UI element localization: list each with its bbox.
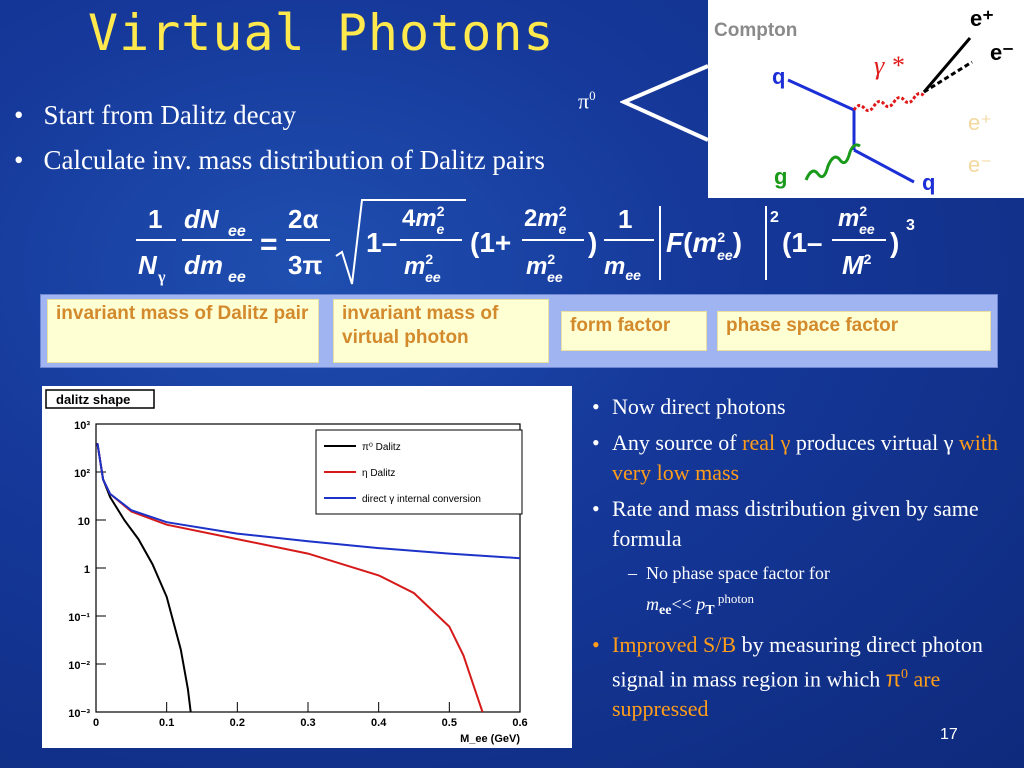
y-tick-label: 10⁻¹ [68, 612, 90, 624]
plot-title: dalitz shape [56, 392, 130, 407]
intro-bullets: Start from Dalitz decay Calculate inv. m… [14, 100, 545, 190]
form-factor-term: F(m2 ee) [666, 227, 742, 263]
positron-line [923, 60, 973, 94]
x-tick-label: 0.1 [159, 717, 174, 729]
x-tick-label: 0.6 [512, 717, 527, 729]
lhs-den: N [138, 250, 158, 280]
y-tick-label: 10⁻³ [68, 708, 90, 720]
x-tick-label: 0.4 [371, 717, 387, 729]
faded-e-minus-label: e⁻ [968, 152, 992, 177]
right-bullet: • Improved S/B by measuring direct photon… [592, 632, 983, 722]
virtual-photon-line [852, 91, 926, 113]
series-line [96, 442, 521, 560]
formula-term: 1– [366, 227, 397, 258]
lhs-den-sub: γ [157, 269, 166, 286]
formula-term: (1+ [470, 227, 511, 258]
y-tick-label: 10² [74, 468, 90, 480]
formula-term: m2 ee [526, 251, 563, 285]
x-axis-label: M_ee (GeV) [460, 733, 520, 745]
right-text: • Now direct photons • Any source of real … [592, 392, 1012, 730]
gluon-label: g [774, 164, 787, 189]
e-minus-label: e⁻ [990, 40, 1014, 65]
y-tick-label: 10³ [74, 420, 90, 432]
d-den-sub: ee [228, 269, 246, 286]
plot-title-box [45, 389, 155, 409]
feynman-diagram: Compton q g q γ * e⁺ e⁻ e⁺ e⁻ [708, 0, 1024, 198]
right-bullet: • Now direct photons [592, 394, 786, 419]
c-den: 3π [288, 250, 322, 280]
x-tick-label: 0.2 [230, 717, 245, 729]
pi0-label: π0 [578, 88, 596, 114]
d-num: dN [184, 204, 220, 234]
page-title: Virtual Photons [88, 4, 555, 62]
bullet-item: Calculate inv. mass distribution of Dali… [14, 145, 544, 176]
x-tick-label: 0 [93, 717, 99, 729]
y-tick-label: 10⁻² [68, 660, 90, 672]
annotation-dalitz-pair: invariant mass of Dalitz pair [47, 299, 319, 363]
formula-term: 3 [906, 217, 915, 234]
c-num: 2α [288, 204, 318, 234]
faded-e-plus-label: e⁺ [968, 110, 992, 135]
formula-term: 1 [618, 204, 632, 234]
electron-line [922, 37, 972, 93]
formula-term: m2 ee [838, 203, 875, 237]
annotation-bar: invariant mass of Dalitz pair invariant … [40, 294, 998, 368]
right-bullet: • Rate and mass distribution given by sam… [592, 496, 979, 551]
compton-label: Compton [714, 20, 797, 41]
dalitz-formula: 1 N γ dN ee dm ee = 2α 3π 1– 4m2 e m2 ee (… [136, 199, 915, 286]
formula-term: ) [890, 227, 899, 258]
formula-term: (1– [782, 227, 822, 258]
formula-term: m2 ee [404, 251, 441, 285]
right-bullet: • Any source of real γ produces virtual γ… [592, 430, 999, 485]
lhs-num: 1 [148, 204, 162, 234]
x-tick-label: 0.5 [442, 717, 457, 729]
y-tick-label: 1 [84, 564, 90, 576]
annotation-form-factor: form factor [561, 311, 707, 351]
annotation-virtual-photon: invariant mass of virtual photon [333, 299, 549, 363]
formula-term: M2 [842, 250, 872, 280]
gluon-line [804, 143, 861, 181]
sqrt-sign [335, 199, 466, 285]
legend-label: π⁰ Dalitz [362, 442, 401, 453]
e-plus-label: e⁺ [970, 6, 994, 31]
pi0-decay-lines [620, 64, 709, 142]
quark-in-label: q [772, 64, 785, 89]
quark-out-label: q [922, 170, 935, 195]
formula-term: 2 [770, 209, 779, 226]
dalitz-shape-plot: dalitz shape 10³ 10² 10 1 10⁻¹ 10⁻² 10⁻³ 0 0.1 0.2… [42, 386, 572, 748]
y-tick-label: 10 [78, 516, 90, 528]
dalitz-chart-svg: dalitz shape 10³ 10² 10 1 10⁻¹ 10⁻² 10⁻³0 0.1 0.2… [45, 389, 528, 745]
d-den: dm [184, 250, 223, 280]
equals-sign: = [260, 228, 278, 261]
quark-in-line [787, 78, 855, 112]
page-number: 17 [940, 726, 958, 743]
bullet-item: Start from Dalitz decay [14, 100, 545, 131]
d-num-sub: ee [228, 223, 246, 240]
annotation-phase-space: phase space factor [717, 311, 991, 351]
gamma-star-label: γ * [874, 51, 904, 80]
formula-term: mee [604, 253, 641, 283]
formula-term: 4m2 e [402, 203, 445, 237]
formula-term: 2m2 e [524, 203, 567, 237]
formula-term: ) [588, 227, 597, 258]
quark-out-line [853, 148, 915, 184]
series-line [96, 442, 192, 713]
x-tick-label: 0.3 [300, 717, 315, 729]
legend-label: direct γ internal conversion [362, 494, 481, 505]
sub-bullet: – No phase space factor for mee<< pT pho… [628, 563, 830, 618]
legend-label: η Dalitz [362, 468, 395, 479]
